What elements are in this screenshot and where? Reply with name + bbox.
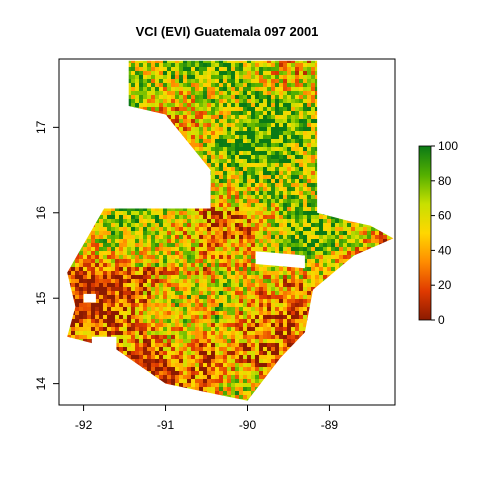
legend-tick-label: 100: [438, 139, 458, 153]
x-tick-label: -89: [321, 418, 339, 432]
x-tick-label: -92: [75, 418, 93, 432]
x-axis: -92 -91 -90 -89: [75, 405, 339, 432]
legend-tick-label: 0: [438, 313, 445, 327]
legend-tick-label: 40: [438, 243, 452, 257]
y-tick-label: 17: [34, 120, 48, 134]
x-tick-label: -90: [239, 418, 257, 432]
y-tick-label: 14: [34, 377, 48, 391]
no-data-gaps: [83, 251, 305, 358]
plot-frame: [58, 58, 396, 406]
no-data-gap: [91, 336, 117, 358]
no-data-gap: [83, 293, 96, 303]
legend-colorbar: [418, 145, 432, 321]
x-tick-label: -91: [157, 418, 175, 432]
legend-tick-label: 80: [438, 174, 452, 188]
legend-tick-label: 60: [438, 209, 452, 223]
y-tick-label: 15: [34, 291, 48, 305]
no-data-gap: [255, 251, 305, 269]
y-axis: 14 15 16 17: [34, 120, 59, 390]
y-tick-label: 16: [34, 206, 48, 220]
legend-tick-label: 20: [438, 278, 452, 292]
legend-ticks: 0 20 40 60 80 100: [431, 139, 458, 327]
color-legend: 0 20 40 60 80 100: [418, 139, 458, 327]
map-title: VCI (EVI) Guatemala 097 2001: [136, 24, 319, 39]
